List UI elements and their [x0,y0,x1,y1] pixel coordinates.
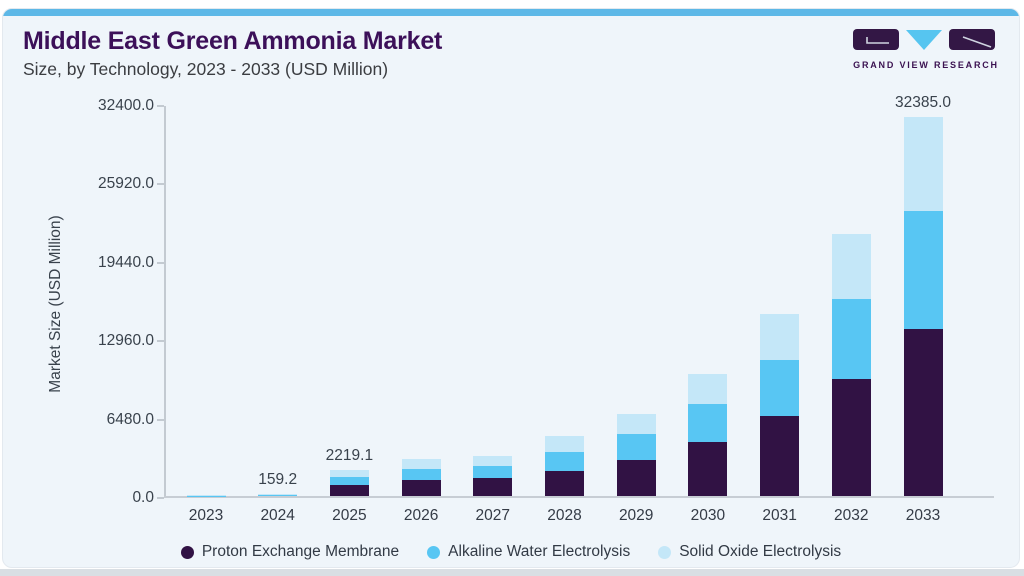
x-axis-line [164,496,994,498]
legend-item: Solid Oxide Electrolysis [658,543,841,561]
y-tick-label: 32400.0 [97,97,154,114]
x-tick-label-2023: 2023 [188,507,224,524]
legend-label: Solid Oxide Electrolysis [679,543,842,560]
bar-segment-2033 [903,117,943,212]
legend-label: Proton Exchange Membrane [201,543,400,560]
y-axis-line [164,106,166,498]
legend-dot [658,545,672,559]
top-accent-bar [3,9,1019,16]
bar-segment-2028 [545,470,584,496]
bar-segment-2032 [831,234,871,300]
bar-value-label-2024: 159.2 [258,471,298,489]
report-card: Middle East Green Ammonia Market Size, b… [2,8,1020,568]
x-tick-label-2029: 2029 [618,507,654,524]
bar-segment-2031 [760,415,800,496]
bar-segment-2026 [401,468,441,481]
bar-segment-2026 [401,480,441,496]
x-tick-label-2025: 2025 [332,507,367,524]
legend-label: Alkaline Water Electrolysis [448,543,631,560]
bar-segment-2026 [401,459,441,469]
bottom-strip [0,569,1024,576]
page-title: Middle East Green Ammonia Market [23,27,443,55]
bar-segment-2027 [473,477,513,496]
logo-triangle [906,30,942,50]
y-tick-label: 19440.0 [97,253,154,271]
bar-segment-2030 [688,404,728,443]
legend: Proton Exchange Membrane Alkaline Water E… [3,543,1019,561]
y-tick-label: 25920.0 [97,175,154,193]
grand-view-research-logo: GRAND VIEW RESEARCH [853,29,999,70]
x-tick-label-2027: 2027 [475,507,511,524]
bar-segment-2025 [329,470,369,478]
bar-segment-2028 [545,436,584,452]
page-subtitle: Size, by Technology, 2023 - 2033 (USD Mi… [23,59,389,79]
y-tick-label: 6480.0 [106,410,154,428]
y-tick-mark [157,261,164,264]
bar-segment-2027 [473,465,513,478]
logo-text: GRAND VIEW RESEARCH [853,60,999,70]
y-tick-mark [157,497,164,499]
y-tick-mark [157,340,164,343]
bar-segment-2029 [616,434,656,460]
x-tick-label-2024: 2024 [260,507,295,524]
legend-dot [180,545,194,559]
x-tick-label-2030: 2030 [690,507,726,524]
bar-segment-2030 [688,442,728,496]
gvr-logo-mark [853,29,995,50]
bar-segment-2032 [831,299,871,380]
y-tick-mark [157,418,164,421]
y-tick-label: 0.0 [132,489,154,506]
bar-segment-2029 [616,459,656,496]
legend-item: Proton Exchange Membrane [180,543,400,561]
x-tick-label-2031: 2031 [762,507,797,524]
bar-segment-2033 [903,211,943,330]
bar-value-label-2033: 32385.0 [894,94,952,112]
bar-segment-2031 [760,359,800,416]
legend-dot [427,545,441,559]
bar-value-label-2025: 2219.1 [325,447,374,465]
x-tick-label-2033: 2033 [905,507,941,524]
plot-area: 0.0 6480.0 12960.0 19440.0 25920.0 32400.0 202… [98,94,994,524]
legend-item: Alkaline Water Electrolysis [427,543,630,561]
bar-segment-2033 [903,329,943,496]
y-axis-title: Market Size (USD Million) [47,215,64,393]
bar-segment-2029 [616,414,656,435]
bar-segment-2024 [258,494,298,496]
bar-segment-2025 [329,477,369,485]
y-tick-label: 12960.0 [97,332,154,350]
bar-segment-2028 [545,451,584,471]
bar-segment-2027 [473,455,513,466]
x-tick-label-2032: 2032 [834,507,869,524]
x-tick-label-2026: 2026 [403,507,439,524]
x-tick-label-2028: 2028 [547,507,582,524]
bar-segment-2031 [760,314,800,360]
bar-segment-2024 [258,495,298,496]
y-tick-mark [157,183,164,186]
bar-segment-2030 [688,373,728,405]
bar-segment-2032 [831,379,871,496]
bar-segment-2025 [329,484,369,496]
y-tick-mark [157,105,164,107]
